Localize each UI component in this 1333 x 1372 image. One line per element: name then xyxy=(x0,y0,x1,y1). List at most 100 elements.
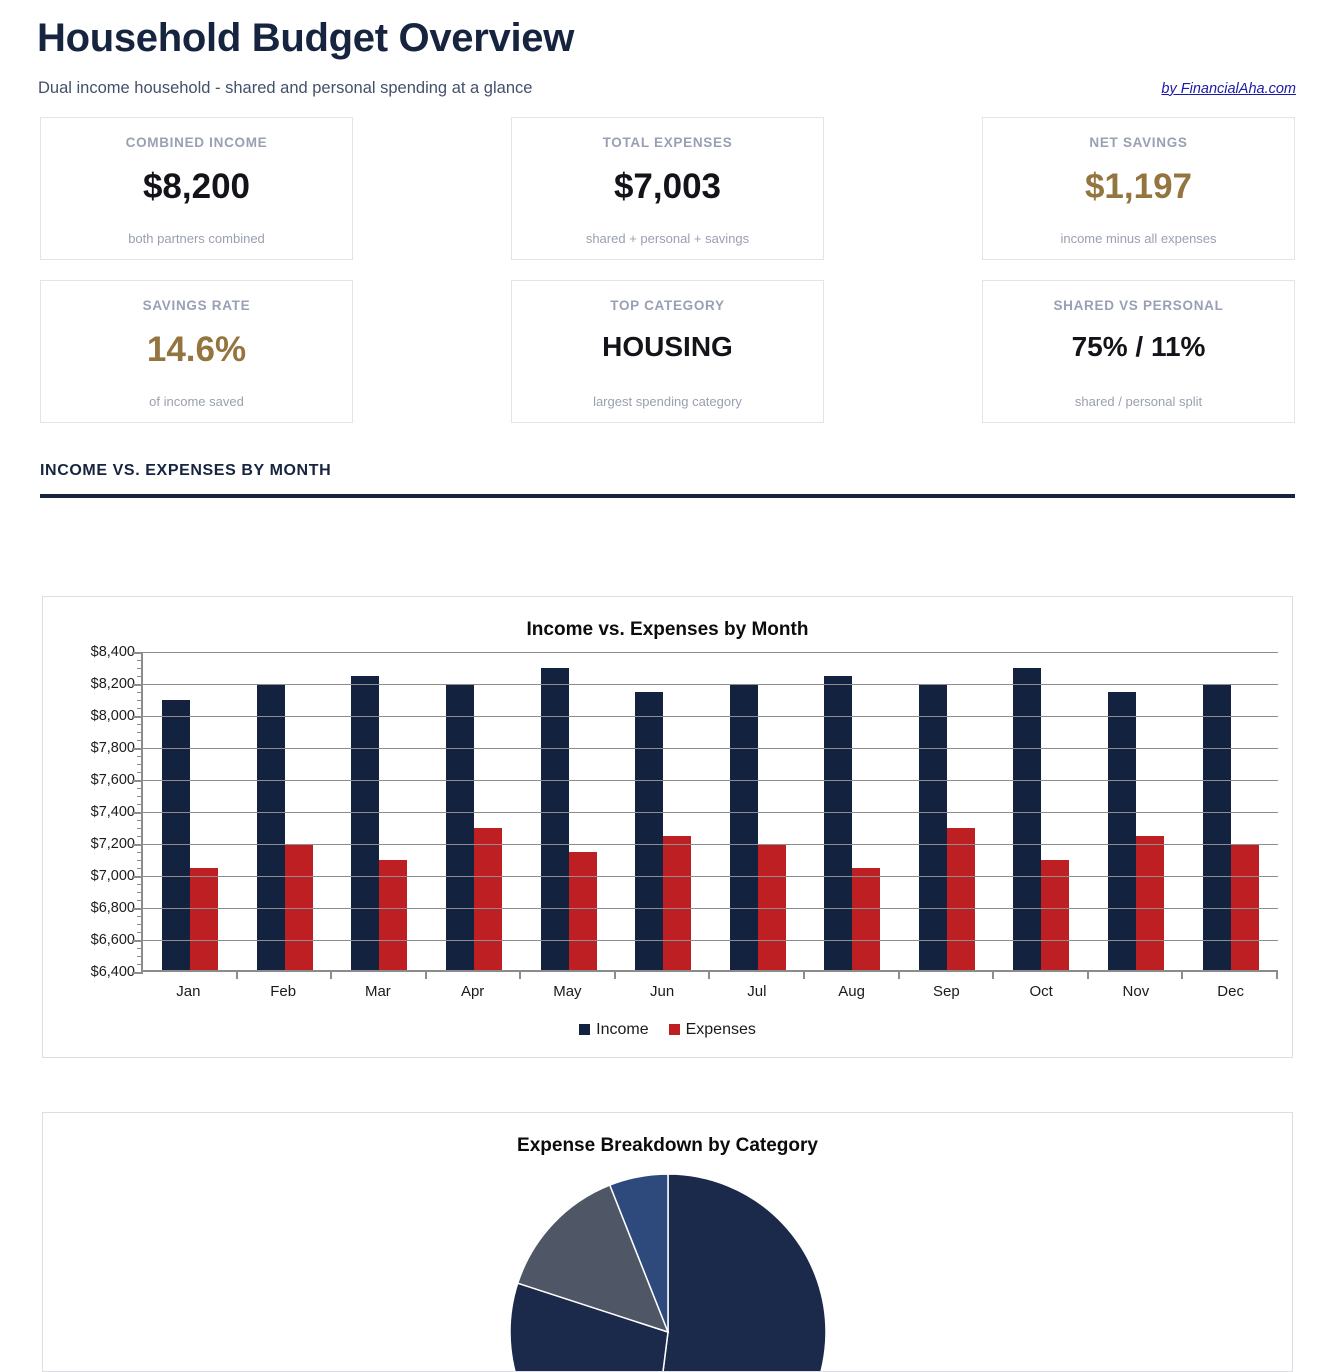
y-axis-major-tick xyxy=(132,843,143,846)
kpi-caption: largest spending category xyxy=(593,393,742,409)
gridline xyxy=(143,651,1278,653)
pie-slice-housing[interactable] xyxy=(648,1172,827,1372)
y-axis-tick-label: $8,200 xyxy=(90,675,135,692)
bar-expenses-oct[interactable] xyxy=(1041,859,1070,972)
kpi-caption: shared + personal + savings xyxy=(585,230,750,246)
y-axis-minor-tick xyxy=(137,835,143,837)
kpi-card-net-savings: NET SAVINGS $1,197 income minus all expe… xyxy=(982,116,1295,260)
x-axis-label-jul: Jul xyxy=(747,982,767,1000)
y-axis-minor-tick xyxy=(137,891,143,893)
y-axis-minor-tick xyxy=(137,659,143,661)
gridline xyxy=(143,715,1278,717)
y-axis-minor-tick xyxy=(137,883,143,885)
x-axis-tick xyxy=(992,971,995,979)
kpi-label: TOP CATEGORY xyxy=(610,297,725,313)
bar-income-feb[interactable] xyxy=(256,683,285,972)
kpi-label: COMBINED INCOME xyxy=(125,134,268,150)
y-axis-tick-label: $6,800 xyxy=(90,899,135,916)
y-axis-tick-label: $8,400 xyxy=(90,643,135,660)
y-axis-major-tick xyxy=(132,875,143,878)
bar-income-dec[interactable] xyxy=(1202,683,1231,972)
bar-group xyxy=(994,652,1089,979)
kpi-value: 75% / 11% xyxy=(1071,331,1206,363)
y-axis-tick-label: $6,600 xyxy=(90,931,135,948)
y-axis-minor-tick xyxy=(137,915,143,917)
bar-income-may[interactable] xyxy=(540,667,569,972)
kpi-value: $7,003 xyxy=(613,167,722,207)
y-axis-minor-tick xyxy=(137,955,143,957)
bar-income-oct[interactable] xyxy=(1013,667,1042,972)
y-axis-major-tick xyxy=(132,651,143,654)
y-axis-minor-tick xyxy=(137,923,143,925)
legend-label: Income xyxy=(596,1020,649,1038)
bar-income-jan[interactable] xyxy=(162,699,191,972)
y-axis-major-tick xyxy=(132,779,143,782)
y-axis: $8,400 $8,200 $8,000 $7,800 $7,600 $7,400 $7,2… xyxy=(57,644,141,980)
kpi-value: HOUSING xyxy=(602,331,733,363)
x-axis-tick xyxy=(803,971,806,979)
bar-group xyxy=(427,652,522,979)
y-axis-minor-tick xyxy=(137,707,143,709)
y-axis-major-tick xyxy=(132,939,143,942)
kpi-label: SHARED VS PERSONAL xyxy=(1053,297,1224,313)
kpi-caption: both partners combined xyxy=(128,230,265,246)
pie-slice-other[interactable] xyxy=(608,1172,669,1332)
y-axis-minor-tick xyxy=(137,899,143,901)
kpi-caption: shared / personal split xyxy=(1074,393,1203,409)
x-axis-tick xyxy=(1181,971,1184,979)
section-title: INCOME VS. EXPENSES BY MONTH xyxy=(40,461,332,479)
y-axis-minor-tick xyxy=(137,803,143,805)
section-header: INCOME VS. EXPENSES BY MONTH xyxy=(40,462,1295,498)
bar-expenses-nov[interactable] xyxy=(1136,835,1165,972)
bar-income-nov[interactable] xyxy=(1108,691,1137,972)
x-axis-label-may: May xyxy=(553,982,582,1000)
legend-item-expenses[interactable]: Expenses xyxy=(668,1020,756,1039)
bar-expenses-jan[interactable] xyxy=(190,867,219,972)
bar-income-sep[interactable] xyxy=(918,683,947,972)
pie-chart-panel: Expense Breakdown by Category xyxy=(42,1111,1293,1372)
x-axis-tick xyxy=(519,971,522,979)
legend-item-income[interactable]: Income xyxy=(579,1020,649,1039)
gridline xyxy=(143,907,1278,909)
bar-group xyxy=(143,652,238,979)
bar-group xyxy=(521,652,616,979)
x-axis-tick xyxy=(708,971,711,979)
bar-expenses-apr[interactable] xyxy=(474,827,503,972)
bar-income-mar[interactable] xyxy=(351,675,380,972)
legend-swatch-icon xyxy=(579,1024,591,1036)
legend-label: Expenses xyxy=(685,1020,756,1038)
pie-chart-title: Expense Breakdown by Category xyxy=(517,1134,818,1156)
chart-legend: Income Expenses xyxy=(57,1021,1278,1039)
bar-income-aug[interactable] xyxy=(824,675,853,972)
x-axis-label-jun: Jun xyxy=(650,982,675,1000)
y-axis-minor-tick xyxy=(137,963,143,965)
pie-chart-area xyxy=(57,1172,1278,1372)
bar-expenses-aug[interactable] xyxy=(852,867,881,972)
x-axis-label-feb: Feb xyxy=(270,982,297,1000)
x-axis-label-sep: Sep xyxy=(933,982,960,1000)
attribution-link[interactable]: by FinancialAha.com xyxy=(1161,80,1296,97)
kpi-card-combined-income: COMBINED INCOME $8,200 both partners com… xyxy=(40,116,353,260)
bar-group xyxy=(616,652,711,979)
kpi-label: TOTAL EXPENSES xyxy=(602,134,733,150)
y-axis-minor-tick xyxy=(137,731,143,733)
y-axis-major-tick xyxy=(132,907,143,910)
bar-expenses-mar[interactable] xyxy=(379,859,408,972)
bar-income-jun[interactable] xyxy=(635,691,664,972)
bar-expenses-may[interactable] xyxy=(568,851,597,972)
y-axis-major-tick xyxy=(132,683,143,686)
y-axis-major-tick xyxy=(132,715,143,718)
bar-income-jul[interactable] xyxy=(729,683,758,972)
pie-slice-transport[interactable] xyxy=(516,1183,669,1333)
kpi-card-total-expenses: TOTAL EXPENSES $7,003 shared + personal … xyxy=(511,116,824,260)
gridline xyxy=(143,939,1278,941)
bar-group xyxy=(710,652,806,979)
x-axis-line xyxy=(143,969,1278,972)
page-title: Household Budget Overview xyxy=(37,16,575,60)
y-axis-tick-label: $7,600 xyxy=(90,771,135,788)
bar-income-apr[interactable] xyxy=(446,683,475,972)
page-subtitle: Dual income household - shared and perso… xyxy=(38,78,533,97)
bar-expenses-sep[interactable] xyxy=(946,827,975,972)
bar-expenses-jun[interactable] xyxy=(663,835,692,972)
x-axis-tick xyxy=(424,971,427,979)
